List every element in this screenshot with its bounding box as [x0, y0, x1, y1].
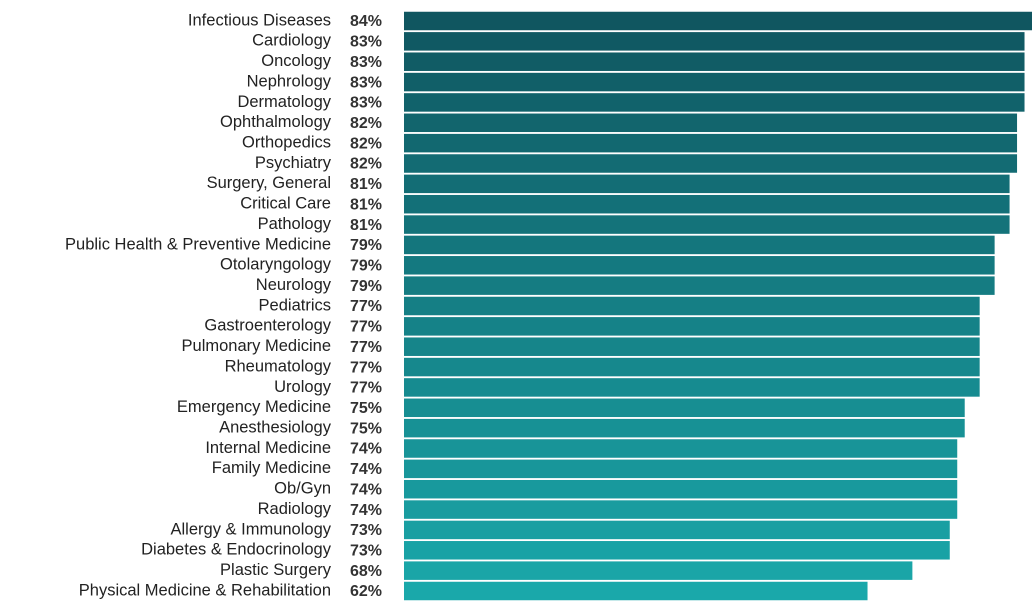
- category-label: Pediatrics: [259, 296, 331, 314]
- bar: [404, 133, 1018, 153]
- category-label: Diabetes & Endocrinology: [141, 541, 332, 559]
- category-label: Infectious Diseases: [188, 11, 331, 29]
- value-label: 79%: [350, 237, 382, 254]
- bar: [404, 459, 958, 479]
- value-label: 73%: [350, 522, 382, 539]
- value-label: 83%: [350, 95, 382, 112]
- value-label: 68%: [350, 563, 382, 580]
- value-label: 74%: [350, 461, 382, 478]
- value-label: 62%: [350, 583, 382, 600]
- category-label: Pulmonary Medicine: [182, 337, 331, 355]
- bar: [404, 235, 995, 255]
- category-label: Urology: [274, 378, 332, 396]
- value-label: 83%: [350, 74, 382, 91]
- value-label: 81%: [350, 196, 382, 213]
- bar: [404, 11, 1032, 31]
- bar: [404, 317, 980, 336]
- bar: [404, 520, 950, 540]
- category-label: Internal Medicine: [205, 439, 331, 457]
- value-label: 75%: [350, 420, 382, 437]
- bar: [404, 541, 950, 560]
- bar: [404, 439, 958, 458]
- value-label: 83%: [350, 54, 382, 71]
- value-label: 81%: [350, 217, 382, 234]
- bar: [404, 378, 980, 397]
- category-label: Cardiology: [252, 32, 332, 50]
- bar: [404, 194, 1010, 214]
- bar: [404, 32, 1025, 51]
- category-label: Psychiatry: [255, 154, 332, 172]
- category-label: Otolaryngology: [220, 256, 332, 274]
- category-label: Orthopedics: [242, 134, 331, 152]
- bar: [404, 418, 965, 438]
- bar: [404, 296, 980, 316]
- value-label: 84%: [350, 13, 382, 30]
- category-label: Rheumatology: [225, 357, 332, 375]
- bar: [404, 500, 958, 519]
- category-label: Gastroenterology: [204, 317, 331, 335]
- value-label: 79%: [350, 258, 382, 275]
- value-label: 82%: [350, 115, 382, 132]
- value-label: 82%: [350, 135, 382, 152]
- category-label: Oncology: [261, 52, 331, 70]
- value-label: 77%: [350, 359, 382, 376]
- bar: [404, 398, 965, 418]
- bar: [404, 113, 1018, 133]
- category-label: Neurology: [256, 276, 332, 294]
- bar: [404, 581, 868, 601]
- category-label: Emergency Medicine: [177, 398, 331, 416]
- category-label: Radiology: [258, 500, 332, 518]
- category-label: Allergy & Immunology: [171, 520, 332, 538]
- bar: [404, 93, 1025, 112]
- bar: [404, 357, 980, 377]
- value-label: 73%: [350, 543, 382, 560]
- value-label: 74%: [350, 481, 382, 498]
- bar: [404, 72, 1025, 92]
- category-label: Family Medicine: [212, 459, 331, 477]
- value-label: 77%: [350, 298, 382, 315]
- category-label: Nephrology: [247, 72, 332, 90]
- bar: [404, 215, 1010, 234]
- category-label: Dermatology: [237, 93, 331, 111]
- bar: [404, 479, 958, 499]
- value-label: 77%: [350, 339, 382, 356]
- bar: [404, 337, 980, 356]
- bar: [404, 561, 913, 580]
- value-label: 74%: [350, 502, 382, 519]
- category-label: Ophthalmology: [220, 113, 332, 131]
- value-label: 74%: [350, 441, 382, 458]
- category-label: Pathology: [258, 215, 332, 233]
- value-label: 77%: [350, 319, 382, 336]
- value-label: 77%: [350, 380, 382, 397]
- category-label: Surgery, General: [207, 174, 331, 192]
- value-label: 79%: [350, 278, 382, 295]
- value-label: 82%: [350, 156, 382, 173]
- bar: [404, 276, 995, 295]
- bar: [404, 154, 1018, 173]
- value-label: 83%: [350, 34, 382, 51]
- category-label: Anesthesiology: [219, 419, 332, 437]
- category-label: Plastic Surgery: [220, 561, 332, 579]
- category-label: Critical Care: [240, 195, 331, 213]
- bar: [404, 52, 1025, 71]
- category-label: Physical Medicine & Rehabilitation: [79, 581, 331, 599]
- value-label: 81%: [350, 176, 382, 193]
- bar: [404, 256, 995, 275]
- value-label: 75%: [350, 400, 382, 417]
- category-label: Public Health & Preventive Medicine: [65, 235, 331, 253]
- category-label: Ob/Gyn: [274, 480, 331, 498]
- bar: [404, 174, 1010, 194]
